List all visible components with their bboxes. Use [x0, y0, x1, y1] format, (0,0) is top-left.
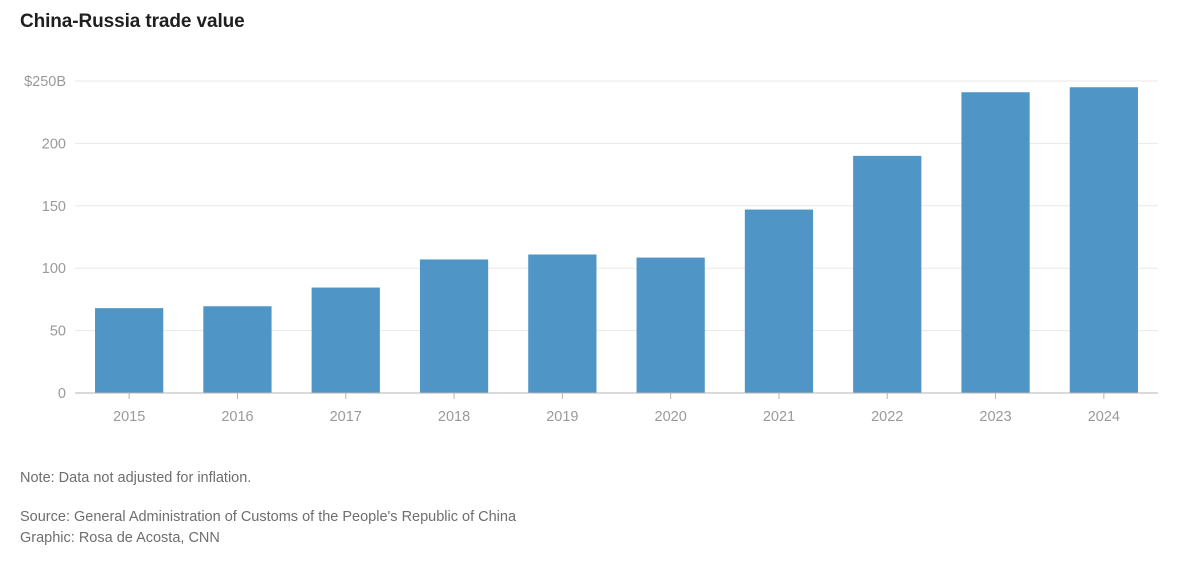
chart-source: Source: General Administration of Custom…: [20, 509, 517, 525]
bar-2024: [1069, 87, 1138, 394]
bar-2015: [95, 308, 164, 393]
y-tick-labels: 0 50 100 150 200 $250B: [24, 74, 66, 402]
x-tick-label: 2018: [438, 409, 470, 425]
x-tick-label: 2023: [979, 409, 1011, 425]
bar-2022: [853, 155, 922, 393]
y-tick-label: $250B: [24, 74, 66, 90]
x-tick-label: 2015: [113, 409, 145, 425]
x-axis: [75, 392, 1158, 399]
bar-2017: [311, 287, 380, 393]
x-tick-label: 2016: [221, 409, 253, 425]
chart-title: China-Russia trade value: [20, 11, 245, 32]
bar-2020: [636, 257, 705, 393]
bar-2019: [528, 254, 597, 393]
bar-2021: [744, 209, 814, 393]
x-tick-label: 2022: [871, 409, 903, 425]
bar-2023: [961, 92, 1030, 394]
y-tick-label: 50: [50, 324, 66, 340]
y-tick-label: 0: [58, 386, 66, 402]
chart-note: Note: Data not adjusted for inflation.: [20, 470, 252, 486]
y-tick-label: 150: [42, 199, 66, 215]
x-tick-label: 2024: [1088, 409, 1120, 425]
bar-2016: [203, 306, 272, 393]
bars: [95, 87, 1138, 394]
x-tick-label: 2020: [655, 409, 687, 425]
chart-credit: Graphic: Rosa de Acosta, CNN: [20, 530, 220, 546]
x-tick-label: 2017: [330, 409, 362, 425]
bar-2018: [419, 259, 489, 393]
y-tick-label: 100: [42, 261, 66, 277]
y-tick-label: 200: [42, 136, 66, 152]
x-tick-label: 2021: [763, 409, 795, 425]
x-tick-label: 2019: [546, 409, 578, 425]
x-tick-labels: 2015 2016 2017 2018 2019 2020 2021 2022 2023 2024: [113, 409, 1120, 425]
